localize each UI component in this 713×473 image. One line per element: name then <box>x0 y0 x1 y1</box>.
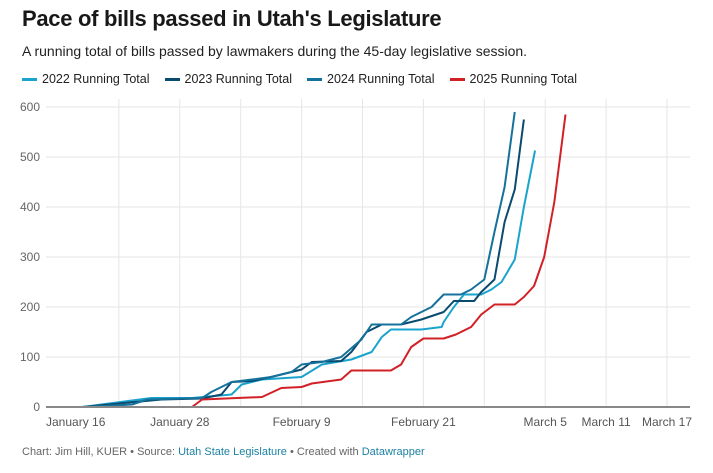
legend-item: 2022 Running Total <box>22 72 150 86</box>
y-tick-label: 0 <box>33 400 40 414</box>
legend-label: 2024 Running Total <box>327 72 435 86</box>
chart-title: Pace of bills passed in Utah's Legislatu… <box>22 6 442 31</box>
legend-item: 2025 Running Total <box>449 72 578 86</box>
legend-swatch <box>22 77 37 81</box>
legend-swatch <box>449 77 465 81</box>
legend-swatch <box>164 77 180 81</box>
legend-swatch <box>307 77 322 81</box>
y-tick-label: 500 <box>20 150 40 164</box>
series-line-2022 <box>82 150 537 408</box>
source-link[interactable]: Utah State Legislature <box>178 446 287 458</box>
y-tick-label: 200 <box>20 300 40 314</box>
y-tick-label: 400 <box>20 200 40 214</box>
footer: Chart: Jim Hill, KUER • Source: Utah Sta… <box>22 446 425 458</box>
legend-label: 2023 Running Total <box>184 72 293 86</box>
chart-subtitle: A running total of bills passed by lawma… <box>22 43 528 59</box>
legend-item: 2024 Running Total <box>307 72 435 86</box>
x-tick-label: March 17 <box>642 415 692 429</box>
footer-separator: • Created with <box>286 446 362 458</box>
y-tick-label: 300 <box>20 250 40 264</box>
legend-label: 2022 Running Total <box>42 72 150 86</box>
legend-item: 2023 Running Total <box>164 72 293 86</box>
series-line-2025 <box>82 114 567 408</box>
x-tick-label: March 11 <box>582 415 631 429</box>
credit: Chart: Jim Hill, KUER <box>22 446 128 458</box>
datawrapper-link[interactable]: Datawrapper <box>361 446 425 458</box>
x-tick-label: January 28 <box>150 415 210 429</box>
legend-label: 2025 Running Total <box>469 72 578 86</box>
y-tick-label: 100 <box>20 350 40 364</box>
series-line-2024 <box>82 111 516 408</box>
legend: 2022 Running Total 2023 Running Total 2024… <box>22 72 577 86</box>
x-tick-label: February 21 <box>391 415 456 429</box>
footer-separator: • Source: <box>127 446 179 458</box>
x-tick-label: March 5 <box>524 415 568 429</box>
x-tick-label: January 16 <box>46 415 106 429</box>
x-tick-label: February 9 <box>273 415 331 429</box>
y-tick-label: 600 <box>20 100 40 114</box>
